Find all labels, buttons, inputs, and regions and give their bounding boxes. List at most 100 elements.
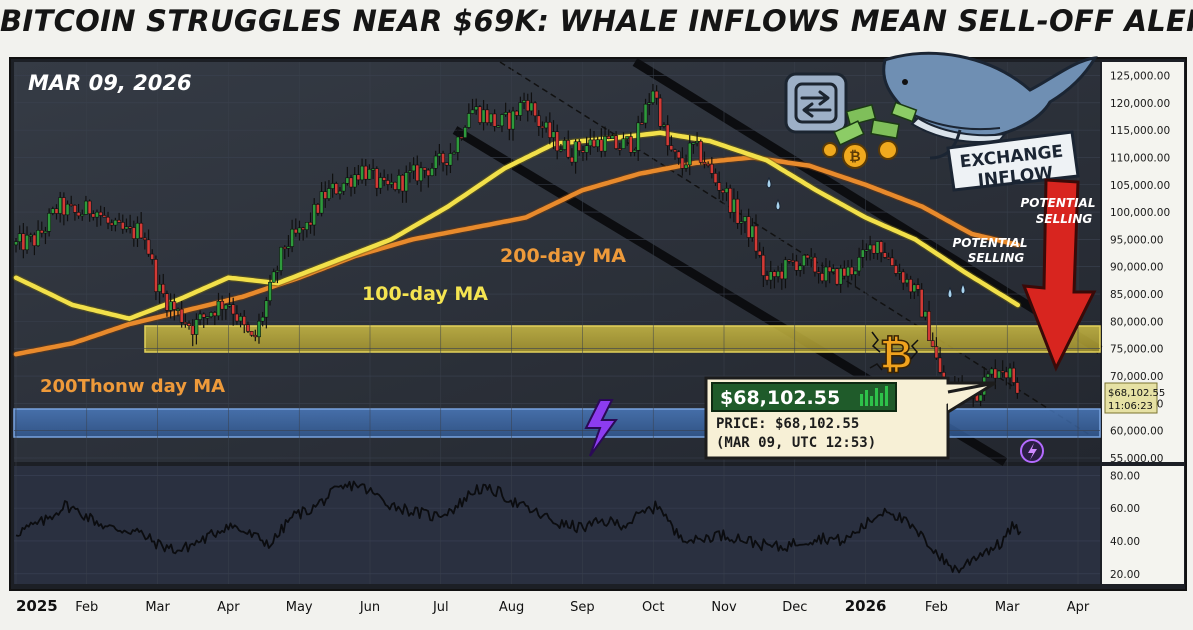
- candle-body: [743, 216, 747, 222]
- candle-body: [455, 136, 460, 153]
- candle-body: [98, 211, 103, 216]
- candle-body: [154, 259, 158, 292]
- candle-body: [91, 213, 96, 218]
- candle-body: [606, 136, 611, 139]
- candle-body: [687, 142, 692, 166]
- lightning-badge-icon[interactable]: [1020, 439, 1044, 463]
- candle-body: [662, 124, 666, 127]
- bitcoin-logo-icon: ₿: [869, 331, 919, 379]
- candle-body: [536, 115, 541, 127]
- candle-body: [264, 300, 269, 318]
- candle-body: [511, 110, 515, 130]
- time-tick-label: Nov: [711, 600, 737, 615]
- candle-body: [500, 114, 504, 127]
- candle-body: [334, 183, 339, 195]
- candle-body: [632, 149, 637, 153]
- candle-body: [849, 266, 854, 275]
- candle-body: [783, 259, 788, 280]
- price-callout[interactable]: $68,102.55 PRICE: $68,102.55 (MAR 09, UT…: [704, 376, 996, 460]
- candles-series: [14, 83, 1020, 407]
- candle-body: [179, 308, 184, 323]
- candle-body: [349, 177, 353, 188]
- candle-body: [518, 102, 523, 116]
- candle-body: [794, 260, 799, 271]
- potential-selling-2-line1: POTENTIAL: [952, 236, 1027, 250]
- svg-text:₿: ₿: [849, 149, 860, 165]
- candle-body: [562, 140, 567, 150]
- candle-body: [69, 203, 74, 206]
- candle-body: [477, 106, 482, 123]
- candle-body: [923, 311, 928, 318]
- price-tick-label: 115,000.00: [1110, 125, 1170, 137]
- candle-body: [919, 289, 924, 318]
- candle-body: [76, 212, 81, 217]
- candle-body: [570, 156, 574, 163]
- candle-body: [614, 135, 619, 149]
- cash-icon: [833, 101, 918, 146]
- candle-body: [673, 149, 677, 153]
- candle-body: [360, 165, 364, 181]
- candle-body: [117, 219, 121, 223]
- candle-body: [297, 227, 302, 234]
- candle-body: [525, 100, 530, 112]
- candle-body: [80, 214, 85, 217]
- candle-body: [190, 325, 195, 335]
- candle-body: [139, 222, 144, 239]
- candle-body: [58, 197, 63, 214]
- rsi-tick-label: 60.00: [1110, 503, 1140, 515]
- candle-body: [665, 124, 670, 146]
- candle-body: [382, 177, 387, 181]
- candle-body: [816, 271, 821, 274]
- rsi-tick-label: 40.00: [1110, 536, 1140, 548]
- candle-body: [676, 151, 681, 159]
- candle-body: [109, 222, 114, 226]
- candle-body: [765, 275, 769, 281]
- candle-body: [124, 226, 129, 230]
- candle-body: [779, 271, 784, 280]
- candle-body: [21, 233, 26, 251]
- candle-body: [989, 368, 994, 375]
- candle-body: [308, 222, 313, 226]
- time-tick-label: Jun: [359, 600, 380, 615]
- candle-body: [544, 121, 549, 129]
- potential-selling-2-line2: SELLING: [968, 251, 1025, 265]
- candle-body: [419, 167, 423, 182]
- candle-body: [636, 122, 641, 151]
- candle-body: [739, 221, 744, 224]
- candle-body: [658, 97, 663, 127]
- candle-body: [448, 153, 453, 166]
- candle-body: [25, 234, 29, 251]
- candle-body: [993, 368, 998, 379]
- candle-body: [135, 222, 140, 239]
- candle-body: [639, 122, 644, 125]
- candle-body: [234, 313, 239, 322]
- candle-body: [776, 271, 780, 277]
- candle-body: [801, 254, 806, 267]
- candle-body: [257, 320, 261, 338]
- candle-body: [47, 213, 52, 232]
- candle-body: [912, 284, 917, 293]
- candle-body: [378, 177, 383, 189]
- candle-body: [1000, 370, 1005, 373]
- candle-body: [304, 222, 309, 230]
- candle-body: [890, 257, 895, 266]
- candle-body: [1015, 382, 1020, 394]
- candle-body: [268, 281, 272, 302]
- candle-body: [860, 249, 865, 258]
- candle-body: [842, 268, 847, 277]
- ma200-label: 200-day MA: [500, 245, 626, 267]
- candle-body: [838, 268, 843, 285]
- candle-body: [684, 164, 688, 169]
- candle-body: [205, 316, 210, 319]
- candle-body: [695, 140, 699, 144]
- candle-body: [927, 311, 931, 341]
- candle-body: [938, 357, 942, 373]
- candle-body: [293, 228, 298, 234]
- time-tick-label: Feb: [925, 600, 948, 615]
- time-tick-label: May: [286, 600, 313, 615]
- candle-body: [389, 181, 394, 185]
- candle-body: [882, 252, 887, 258]
- time-tick-label: Mar: [145, 600, 170, 615]
